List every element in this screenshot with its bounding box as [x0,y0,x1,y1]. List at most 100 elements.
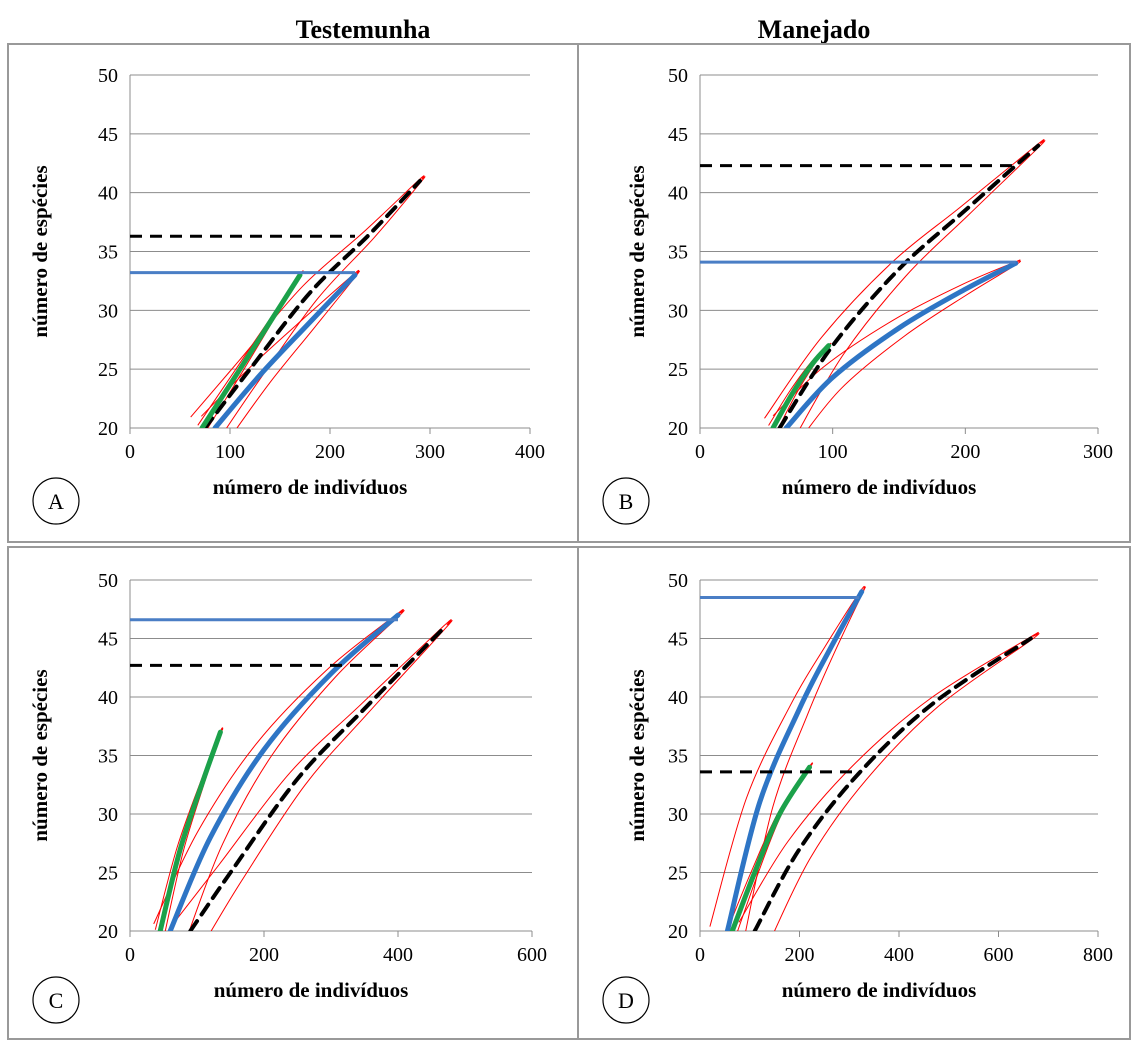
y-tick-label: 30 [668,804,688,826]
x-tick-label: 200 [315,441,345,463]
confidence-envelope-black-dashed [764,139,1046,428]
panel-letter-circle [602,477,650,525]
x-tick-label: 300 [1083,441,1113,463]
x-tick-label: 0 [695,944,705,966]
rarefaction-curve-black-dashed [203,178,422,428]
panel-letter: B [619,489,634,514]
panel-frame-a [7,43,579,543]
y-tick-label: 25 [98,863,118,885]
y-tick-label: 40 [668,687,688,709]
rarefaction-curve-blue [167,612,401,931]
y-tick-label: 35 [98,242,118,264]
column-title-testemunha: Testemunha [296,15,431,44]
x-tick-label: 0 [695,441,705,463]
series-group [190,175,426,428]
panel-frame-b [577,43,1131,543]
y-tick-label: 30 [668,300,688,322]
y-tick-label: 40 [98,687,118,709]
rarefaction-curve-blue [212,272,358,428]
confidence-envelope-blue [153,608,405,931]
y-tick-label: 20 [98,921,118,943]
x-tick-label: 200 [950,441,980,463]
y-tick-label: 50 [668,570,688,592]
y-tick-label: 50 [98,570,118,592]
y-tick-label: 50 [98,65,118,87]
y-tick-label: 45 [668,124,688,146]
chart-panel-b: 20 25 30 35 40 45 50 0 100 200 300 número de indiví… [602,65,1113,525]
y-tick-label: 20 [668,418,688,440]
x-axis-label: número de indivíduos [782,978,977,1002]
x-tick-label: 0 [125,441,135,463]
series-group [153,608,453,931]
rarefaction-curve-green [770,343,832,428]
chart-panel-d: 20 25 30 35 40 45 50 0 200 400 600 800 número de ind… [602,570,1113,1024]
x-axis-label: número de indivíduos [782,475,977,499]
rarefaction-curve-blue [783,260,1019,428]
y-tick-label: 30 [98,804,118,826]
panel-letter: C [49,988,64,1013]
y-tick-label: 40 [98,183,118,205]
y-axis-label: número de espécies [28,669,52,841]
x-tick-label: 400 [383,944,413,966]
rarefaction-curve-green [729,764,812,931]
y-tick-label: 25 [668,359,688,381]
confidence-envelope-black-dashed [175,619,453,931]
x-tick-label: 200 [249,944,279,966]
y-tick-label: 50 [668,65,688,87]
series-group [764,139,1046,428]
y-tick-label: 35 [668,242,688,264]
y-tick-label: 20 [98,418,118,440]
x-axis-label: número de indivíduos [214,978,409,1002]
confidence-envelope-green [154,727,224,931]
x-tick-label: 600 [517,944,547,966]
chart-panel-c: 20 25 30 35 40 45 50 0 200 400 600 número de indiví… [28,570,547,1024]
column-title-manejado: Manejado [758,15,871,44]
rarefaction-curve-black-dashed [752,636,1033,931]
y-tick-label: 35 [98,746,118,768]
y-tick-label: 30 [98,300,118,322]
confidence-envelope-blue [772,259,1022,428]
panel-letter: D [618,988,634,1013]
y-axis-label: número de espécies [625,165,649,337]
confidence-envelope-blue [709,585,866,931]
rarefaction-curve-black-dashed [777,143,1041,428]
confidence-envelope-green [768,342,832,428]
panel-letter-circle [602,976,650,1024]
y-tick-label: 40 [668,183,688,205]
rarefaction-curve-green [157,729,223,931]
rarefaction-curve-black-dashed [188,624,447,931]
y-tick-label: 45 [98,124,118,146]
rarefaction-curve-blue [724,589,865,931]
y-tick-label: 20 [668,921,688,943]
y-tick-label: 25 [98,359,118,381]
x-tick-label: 200 [785,944,815,966]
x-tick-label: 0 [125,944,135,966]
x-tick-label: 400 [515,441,545,463]
panel-letter-circle [32,976,80,1024]
x-tick-label: 100 [215,441,245,463]
x-tick-label: 300 [415,441,445,463]
y-tick-label: 45 [668,629,688,651]
panel-letter: A [48,489,64,514]
confidence-envelope-green [727,762,814,931]
confidence-envelope-black-dashed [738,631,1040,931]
y-tick-label: 45 [98,629,118,651]
x-tick-label: 100 [818,441,848,463]
panel-letter-circle [32,477,80,525]
x-tick-label: 800 [1083,944,1113,966]
y-tick-label: 25 [668,863,688,885]
panel-frame-d [577,546,1131,1040]
rarefaction-curve-green [199,272,303,428]
x-tick-label: 400 [884,944,914,966]
confidence-envelope-blue [200,269,360,428]
series-group [709,585,1040,931]
x-tick-label: 600 [984,944,1014,966]
y-axis-label: número de espécies [625,669,649,841]
confidence-envelope-black-dashed [190,175,426,428]
y-axis-label: número de espécies [28,165,52,337]
y-tick-label: 35 [668,746,688,768]
chart-panel-a: 20 25 30 35 40 45 50 0 100 200 300 400 número de ind… [28,65,545,525]
x-axis-label: número de indivíduos [213,475,408,499]
